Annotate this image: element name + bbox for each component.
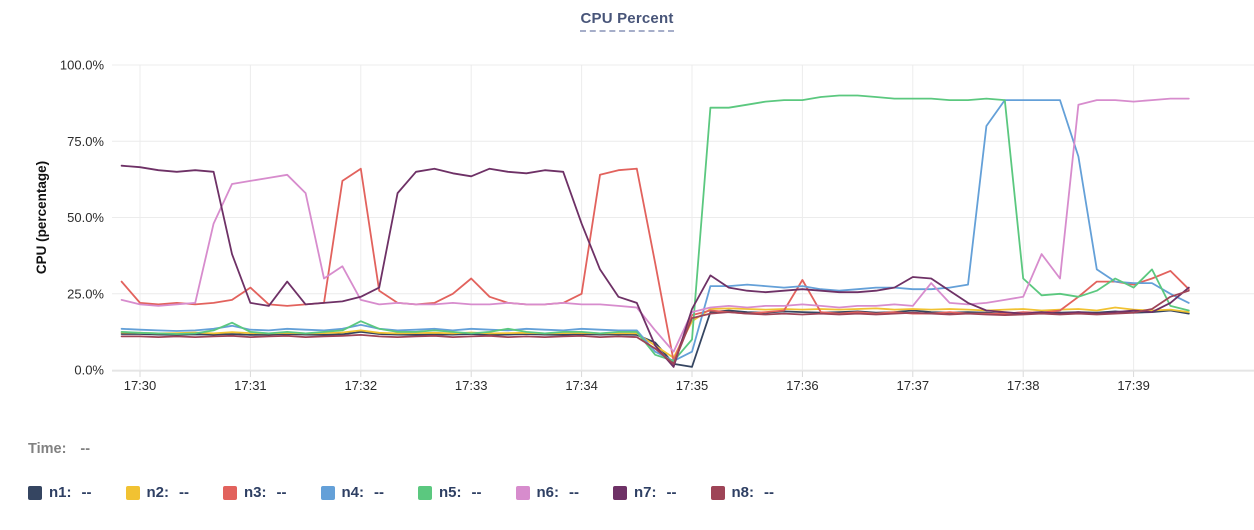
legend-label-n1: n1: bbox=[49, 484, 72, 501]
legend-value-n6: -- bbox=[569, 484, 579, 501]
legend-value-n8: -- bbox=[764, 484, 774, 501]
legend-time-row: Time: -- bbox=[28, 441, 90, 457]
legend-item-n2[interactable]: n2: -- bbox=[125, 484, 189, 501]
legend-label-n4: n4: bbox=[341, 484, 365, 501]
legend-item-n6[interactable]: n6: -- bbox=[515, 484, 579, 501]
legend-label-n3: n3: bbox=[244, 484, 267, 501]
legend-item-n3[interactable]: n3: -- bbox=[223, 484, 287, 501]
legend-item-n5[interactable]: n5: -- bbox=[418, 484, 482, 501]
y-axis-tick-label: 25.0% bbox=[67, 286, 104, 301]
x-axis-tick-label: 17:31 bbox=[234, 378, 267, 393]
legend-value-n3: -- bbox=[276, 484, 287, 501]
legend-item-n7[interactable]: n7: -- bbox=[613, 484, 677, 501]
legend-label-n6: n6: bbox=[536, 484, 560, 501]
legend-swatch-n8 bbox=[710, 485, 725, 500]
legend-value-n1: -- bbox=[81, 484, 92, 501]
chart-canvas: 100.0% 75.0% 50.0% 25.0% 0.0% 17:30 17:31 17:32… bbox=[34, 58, 1254, 393]
x-axis-tick-label: 17:39 bbox=[1117, 378, 1150, 393]
plot-area[interactable] bbox=[112, 65, 1254, 371]
x-axis-tick-label: 17:35 bbox=[676, 378, 709, 393]
legend-swatch-n7 bbox=[613, 485, 627, 500]
legend-item-n4[interactable]: n4: -- bbox=[320, 484, 384, 501]
x-axis-tick-label: 17:33 bbox=[455, 378, 488, 393]
legend-label-n7: n7: bbox=[634, 484, 657, 501]
x-axis-tick-label: 17:38 bbox=[1007, 378, 1040, 393]
legend-value-n4: -- bbox=[374, 484, 384, 501]
series-line-n4 bbox=[120, 99, 1190, 362]
legend-value-n5: -- bbox=[471, 484, 482, 501]
legend-swatch-n1 bbox=[28, 485, 42, 500]
x-axis-tick-label: 17:32 bbox=[345, 378, 378, 393]
x-axis-tick-label: 17:30 bbox=[124, 378, 157, 393]
x-axis-tick-label: 17:34 bbox=[565, 378, 598, 393]
y-axis-title: CPU (percentage) bbox=[34, 161, 49, 274]
legend-swatch-n3 bbox=[223, 485, 237, 500]
y-axis-tick-label: 100.0% bbox=[60, 58, 105, 73]
legend-label-n5: n5: bbox=[439, 484, 462, 501]
x-axis-tick-label: 17:37 bbox=[897, 378, 930, 393]
legend-time-value: -- bbox=[80, 441, 91, 457]
y-axis-tick-label: 75.0% bbox=[67, 134, 104, 149]
legend-label-n2: n2: bbox=[146, 484, 170, 501]
legend-swatch-n2 bbox=[125, 485, 140, 500]
legend-value-n7: -- bbox=[666, 484, 677, 501]
y-axis-tick-label: 0.0% bbox=[74, 363, 104, 378]
legend-label-n8: n8: bbox=[731, 484, 755, 501]
series-line-n8 bbox=[120, 289, 1190, 365]
series-line-n6 bbox=[120, 97, 1190, 353]
legend-swatch-n5 bbox=[418, 485, 432, 500]
y-axis-tick-label: 50.0% bbox=[67, 210, 104, 225]
legend-item-n1[interactable]: n1: -- bbox=[28, 484, 92, 501]
legend-item-n8[interactable]: n8: -- bbox=[710, 484, 774, 501]
x-axis-tick-label: 17:36 bbox=[786, 378, 819, 393]
chart-title[interactable]: CPU Percent bbox=[580, 10, 674, 32]
series-line-n7 bbox=[120, 164, 1190, 368]
series-line-n5 bbox=[120, 94, 1190, 362]
legend-swatch-n4 bbox=[320, 485, 335, 500]
chart-header: CPU Percent bbox=[0, 10, 1254, 32]
chart-legend: n1: -- n2: -- n3: -- n4: -- n5: -- n6: -- n7: -- n8: -- bbox=[28, 484, 808, 501]
legend-swatch-n6 bbox=[515, 485, 530, 500]
legend-value-n2: -- bbox=[179, 484, 189, 501]
legend-time-label: Time: bbox=[28, 441, 67, 457]
